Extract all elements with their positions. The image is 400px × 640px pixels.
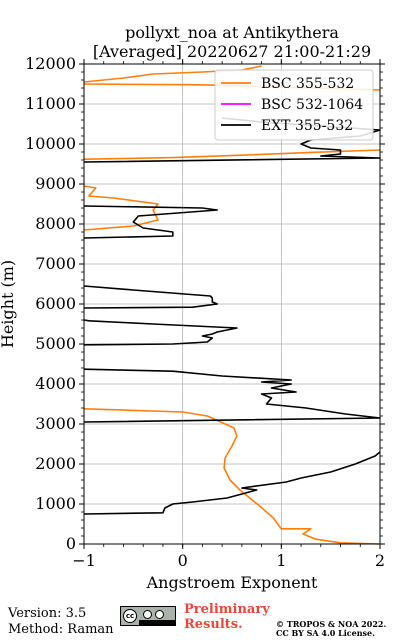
legend-box — [214, 69, 374, 141]
series-line-3 — [83, 451, 381, 515]
x-tick-label: 2 — [375, 551, 385, 570]
y-tick-label: 2000 — [35, 454, 76, 473]
x-tick-label: 1 — [276, 551, 286, 570]
copyright-line1: © TROPOS & NOA 2022. — [276, 619, 387, 629]
series-line-3 — [83, 285, 218, 309]
preliminary-notice: Preliminary Results. — [184, 602, 270, 632]
y-axis-label: Height (m) — [0, 260, 17, 348]
series-line-1 — [83, 149, 381, 160]
plot-frame — [83, 63, 381, 545]
y-tick-label: 10000 — [25, 134, 76, 153]
axis-ticks: −1 0 1 201000200030004000500060007000800090… — [25, 54, 385, 570]
series-line-3 — [83, 205, 218, 239]
y-tick-label: 11000 — [25, 94, 76, 113]
cc-license-badge: cc — [120, 606, 176, 626]
series-line-3 — [83, 368, 381, 423]
cc-logo-icon: cc — [123, 609, 137, 623]
cc-badge-strip — [139, 620, 175, 625]
series-line-1 — [83, 65, 262, 83]
version-text: Version: 3.5 — [8, 606, 87, 621]
legend-label-2: BSC 532-1064 — [261, 97, 363, 113]
y-tick-label: 12000 — [25, 54, 76, 73]
series-line-1 — [83, 408, 381, 545]
data-series — [83, 65, 381, 545]
chart-title-line2: [Averaged] 20220627 21:00-21:29 — [93, 42, 371, 61]
series-line-3 — [83, 319, 238, 346]
y-tick-label: 6000 — [35, 294, 76, 313]
sa-icon — [155, 610, 164, 619]
legend-label-1: BSC 355-532 — [261, 76, 354, 92]
x-tick-label: −1 — [72, 551, 96, 570]
y-tick-label: 5000 — [35, 334, 76, 353]
by-icon — [143, 610, 152, 619]
x-axis-label: Angstroem Exponent — [146, 573, 318, 592]
legend-label-3: EXT 355-532 — [261, 118, 353, 134]
y-tick-label: 3000 — [35, 414, 76, 433]
series-line-1 — [83, 185, 159, 231]
y-tick-label: 4000 — [35, 374, 76, 393]
y-tick-label: 8000 — [35, 214, 76, 233]
y-tick-label: 9000 — [35, 174, 76, 193]
y-tick-label: 7000 — [35, 254, 76, 273]
copyright-line2: CC BY SA 4.0 License. — [276, 628, 375, 638]
y-tick-label: 1000 — [35, 494, 76, 513]
legend: BSC 355-532 BSC 532-1064 EXT 355-532 — [214, 69, 374, 141]
y-tick-label: 0 — [66, 534, 76, 553]
copyright-notice: © TROPOS & NOA 2022. CC BY SA 4.0 Licens… — [276, 620, 400, 638]
chart-title-line1: pollyxt_noa at Antikythera — [125, 23, 339, 42]
method-text: Method: Raman — [8, 622, 114, 637]
x-tick-label: 0 — [178, 551, 188, 570]
